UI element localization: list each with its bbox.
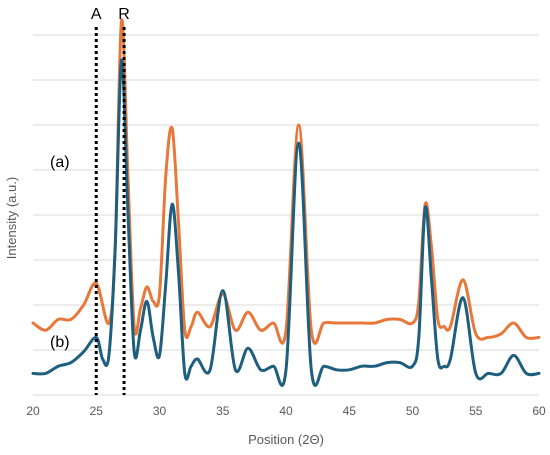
series-line-a [31, 18, 541, 345]
x-tick-label: 45 [343, 404, 357, 418]
x-tick-label: 35 [216, 404, 230, 418]
x-tick-label: 20 [26, 404, 40, 418]
x-tick-label: 40 [279, 404, 293, 418]
x-tick-label: 30 [153, 404, 167, 418]
y-axis-label: Intensity (a.u.) [4, 177, 19, 259]
x-tick-label: 55 [469, 404, 483, 418]
marker-label-r: R [118, 6, 130, 23]
x-tick-label: 25 [90, 404, 104, 418]
x-tick-label: 60 [532, 404, 546, 418]
x-tick-label: 50 [406, 404, 420, 418]
series-label-b: (b) [50, 334, 70, 351]
marker-label-a: A [91, 6, 102, 23]
x-axis-label: Position (2Θ) [248, 432, 324, 447]
series-line-b [31, 58, 541, 387]
series-label-a: (a) [50, 154, 70, 171]
x-tick-labels: 20 25 30 35 40 45 50 55 60 [26, 404, 546, 418]
series-lines [31, 18, 541, 387]
